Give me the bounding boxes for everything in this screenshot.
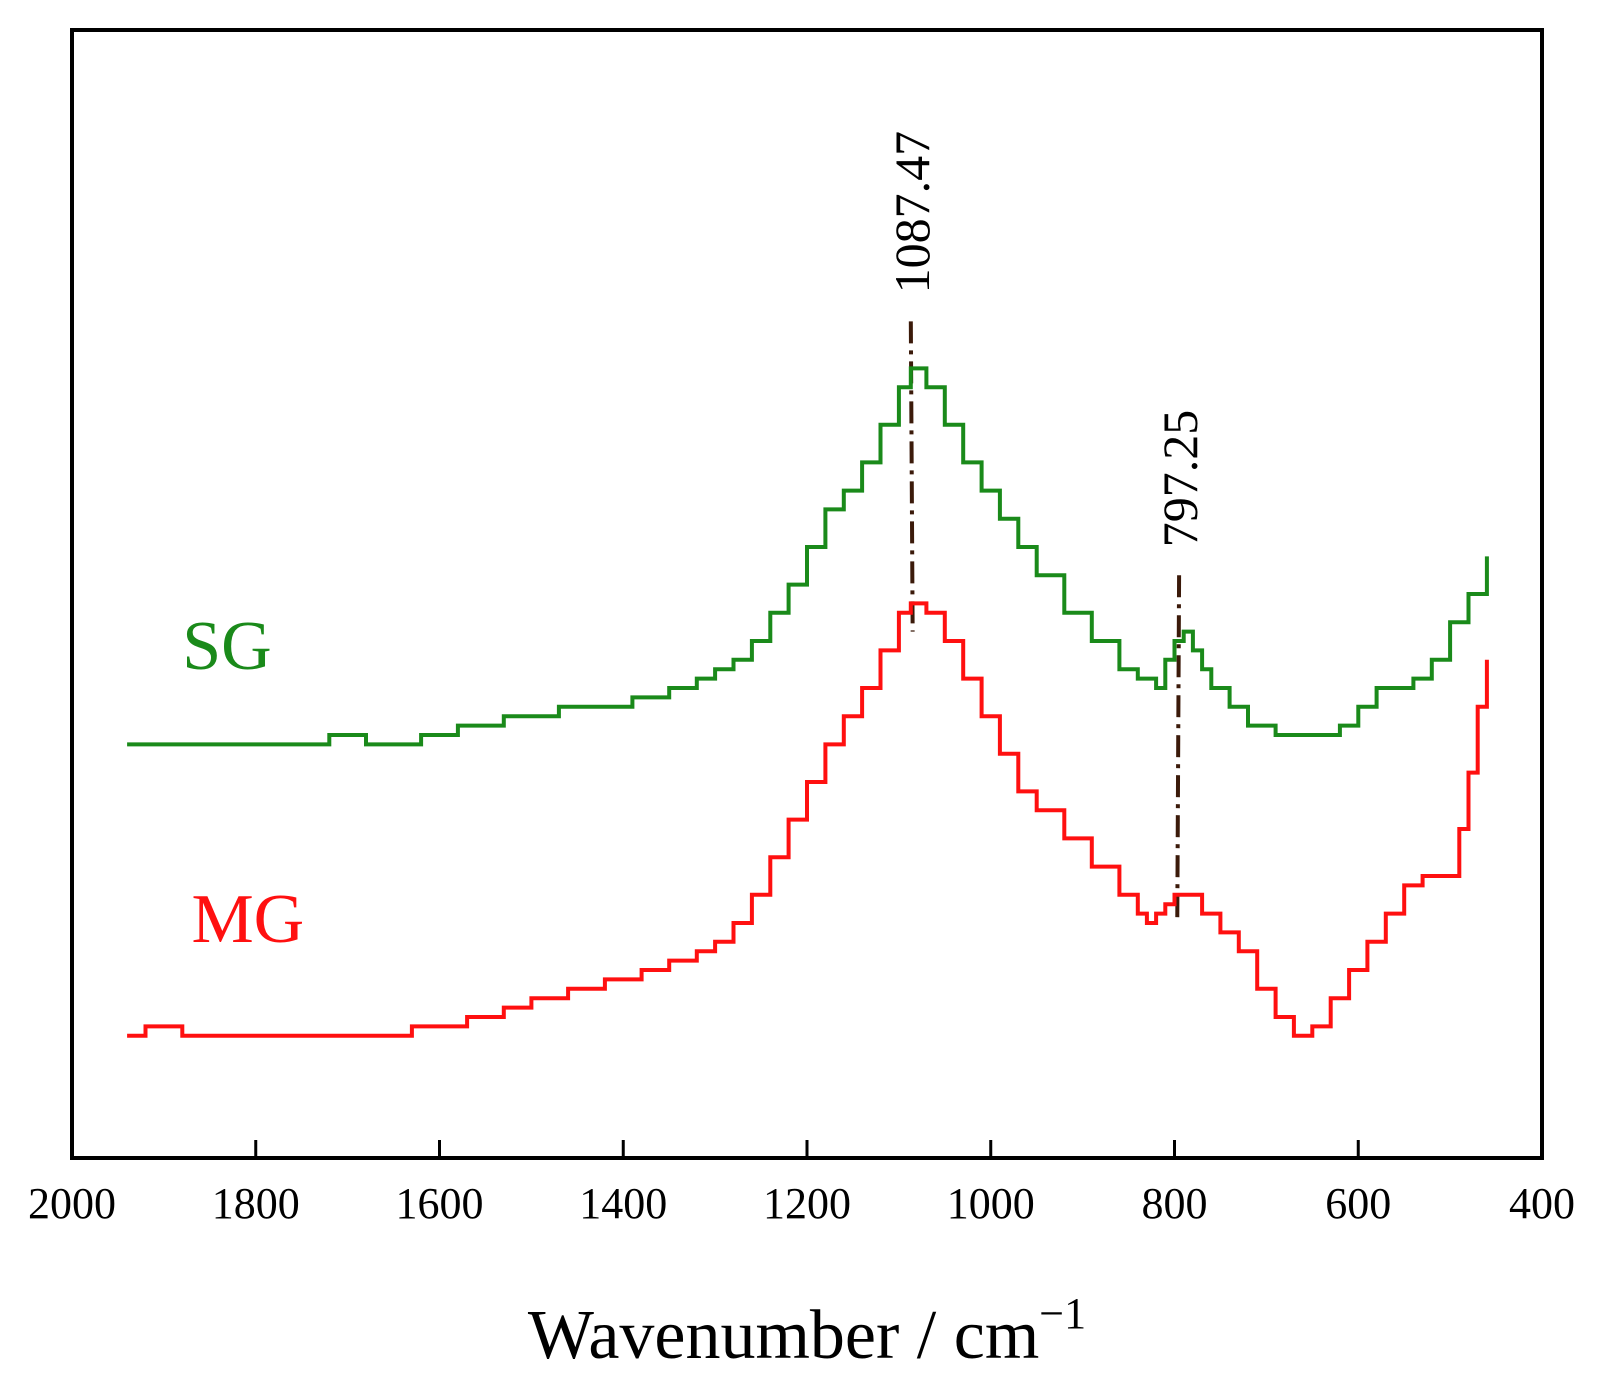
series-line-sg: [127, 366, 1489, 747]
x-axis: 2000 1800 1600 1400 1200 1000 800 600 400: [28, 1140, 1575, 1228]
series-line-mg: [127, 601, 1489, 1038]
x-axis-title: Wavenumber / cm−1: [528, 1289, 1086, 1374]
x-tick-label: 400: [1509, 1179, 1575, 1228]
series-label-mg: MG: [191, 881, 304, 958]
x-axis-title-superscript: −1: [1039, 1289, 1086, 1338]
x-axis-title-main: Wavenumber / cm: [528, 1297, 1039, 1374]
series-lines: SG MG: [127, 366, 1489, 1038]
x-tick-label: 1600: [396, 1179, 484, 1228]
x-tick-label: 1200: [763, 1179, 851, 1228]
x-tick-label: 600: [1325, 1179, 1391, 1228]
peak-line: [1175, 575, 1182, 924]
peak-label: 797.25: [1152, 410, 1208, 548]
x-tick-label: 1800: [212, 1179, 300, 1228]
x-tick-label: 2000: [28, 1179, 116, 1228]
peak-annotations: 1087.47 797.25: [884, 131, 1208, 924]
x-tick-label: 1000: [947, 1179, 1035, 1228]
plot-frame: [70, 28, 1544, 1160]
x-tick-label: 800: [1142, 1179, 1208, 1228]
series-label-sg: SG: [182, 608, 271, 685]
x-tick-label: 1400: [579, 1179, 667, 1228]
peak-label: 1087.47: [884, 131, 940, 294]
